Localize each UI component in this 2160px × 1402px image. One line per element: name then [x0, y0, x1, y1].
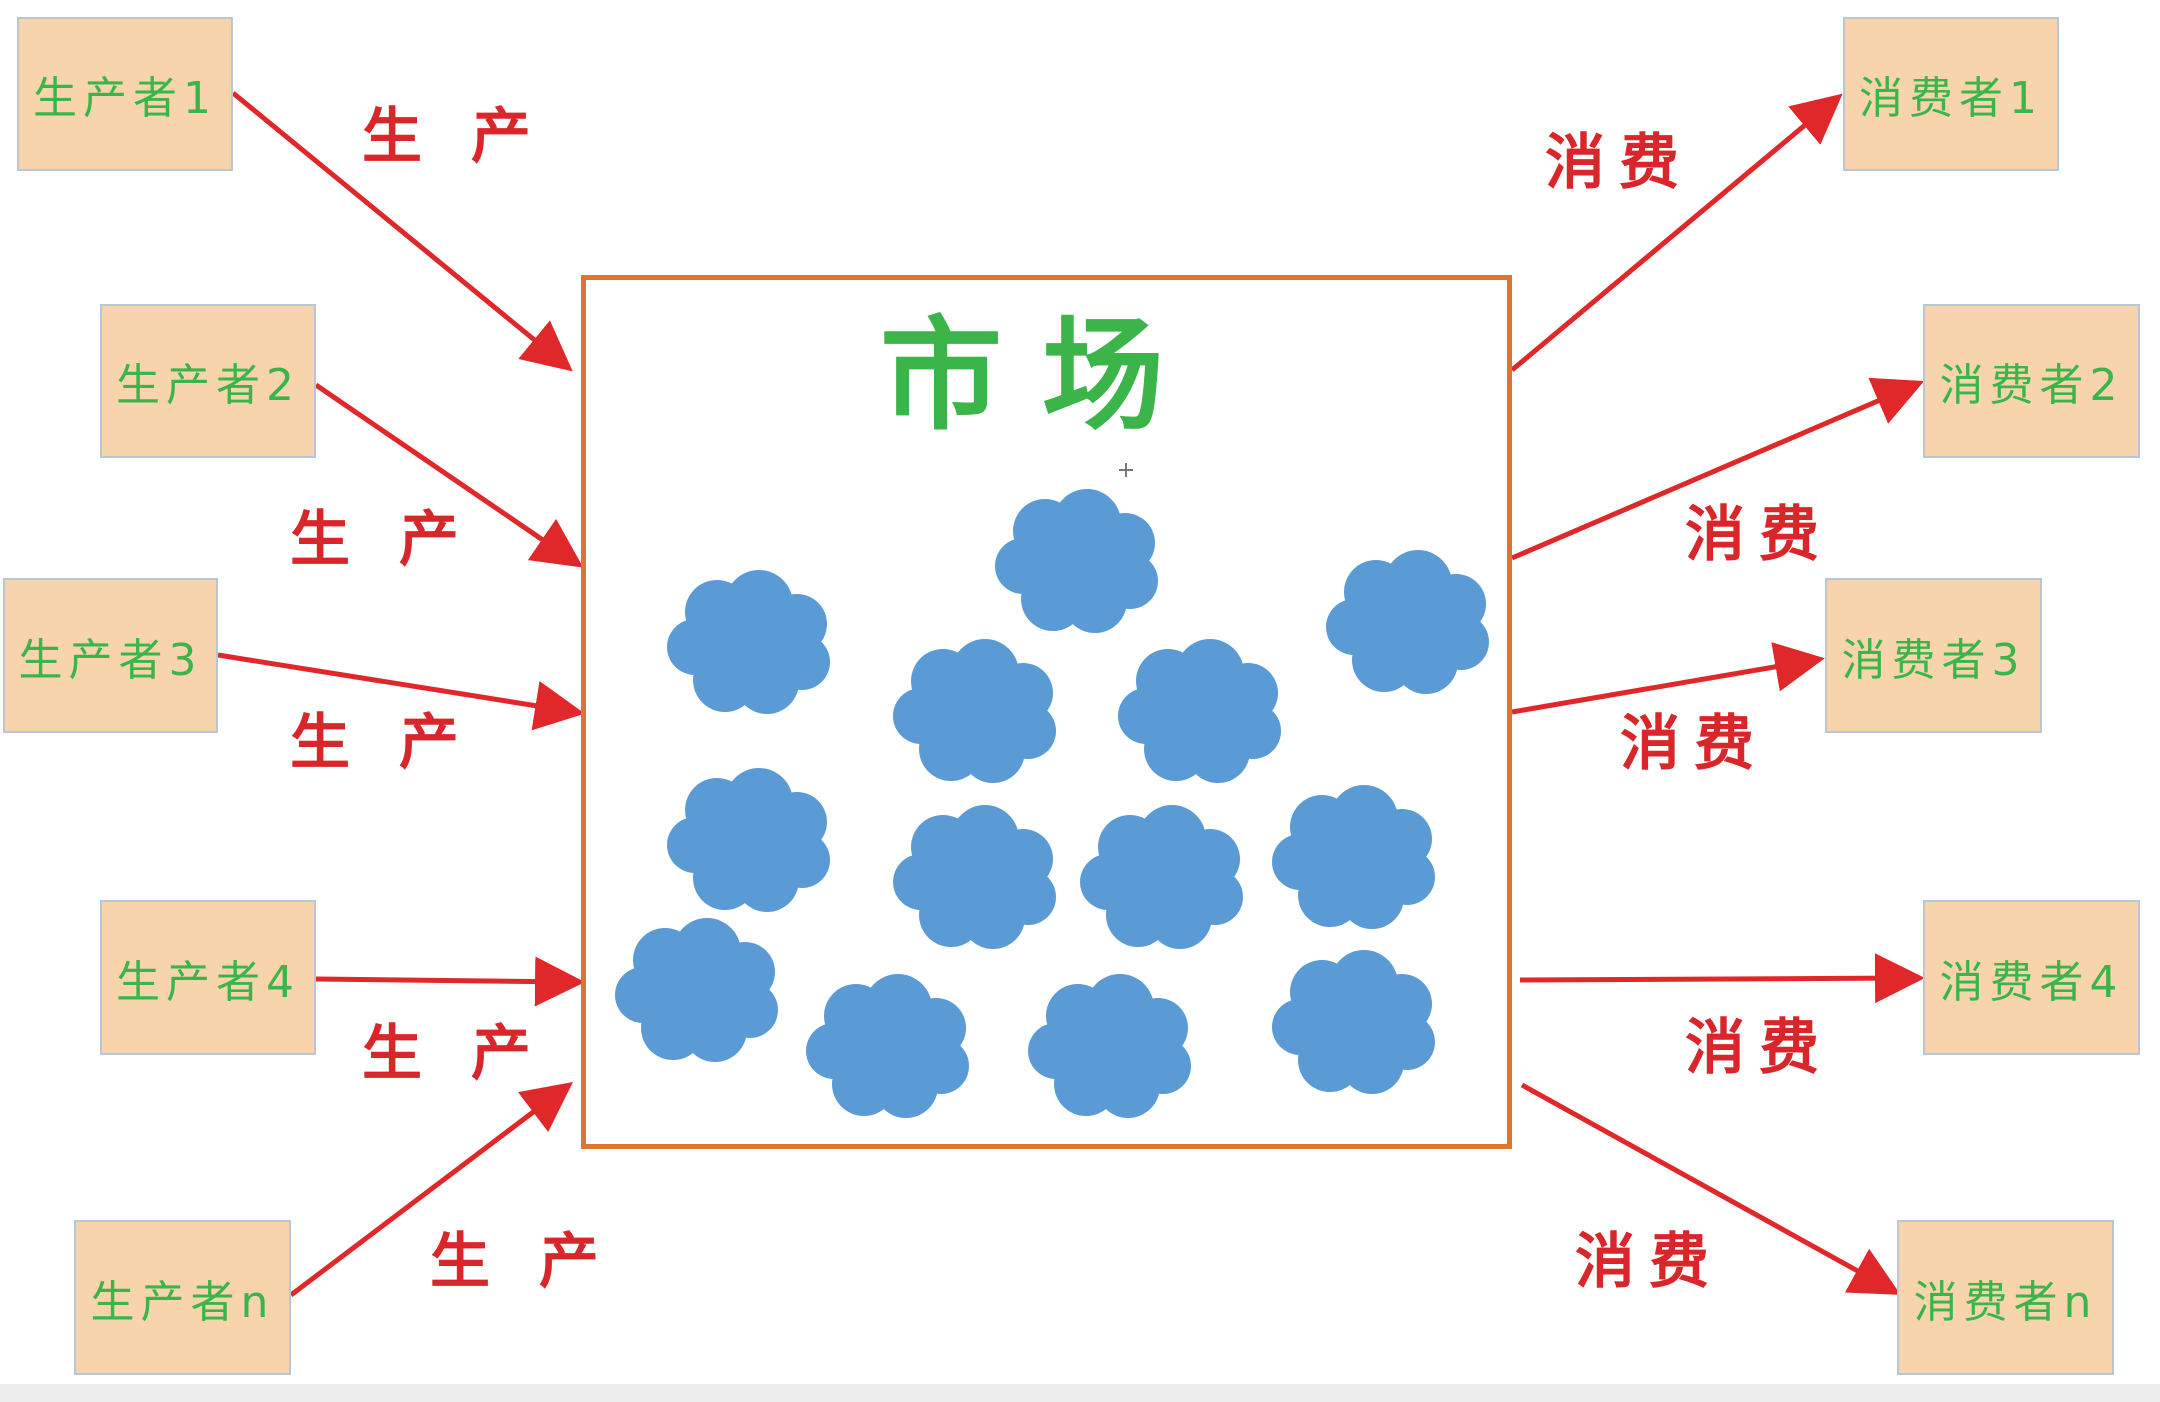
- cursor-crosshair-icon: [1119, 463, 1133, 477]
- arrow-producer-1: [231, 91, 573, 372]
- consumer-1-box: 消费者1: [1843, 17, 2059, 171]
- goods-cloud: [806, 974, 969, 1118]
- goods-cloud: [995, 489, 1158, 633]
- arrow-consumer-1: [1510, 93, 1843, 372]
- arrow-producer-n: [289, 1081, 573, 1297]
- consumer-1-label: 消费者1: [1859, 73, 2043, 124]
- goods-cloud: [615, 918, 778, 1062]
- goods-cloud: [1272, 950, 1435, 1094]
- consumer-2-box: 消费者2: [1923, 304, 2140, 458]
- arrow-consumer-3: [1511, 642, 1825, 715]
- arrow-producer-4: [315, 956, 585, 1007]
- consume-label-2: 消费: [1685, 500, 1833, 570]
- producer-1-box: 生产者1: [17, 17, 233, 171]
- produce-label-3: 生 产: [290, 708, 473, 778]
- consume-label-n: 消费: [1575, 1227, 1723, 1297]
- goods-cloud: [1326, 550, 1489, 694]
- arrow-consumer-n: [1520, 1082, 1901, 1295]
- consumer-4-label: 消费者4: [1939, 956, 2124, 1008]
- producer-2-label: 生产者2: [116, 360, 300, 411]
- goods-cloud: [667, 768, 830, 912]
- producer-n-label: 生产者n: [90, 1276, 275, 1328]
- arrow-consumer-4: [1519, 953, 1925, 1004]
- goods-cloud: [1028, 974, 1191, 1118]
- consume-label-4: 消费: [1685, 1013, 1833, 1083]
- producer-4-box: 生产者4: [100, 900, 316, 1055]
- arrow-consumer-2: [1511, 377, 1925, 561]
- producer-3-label: 生产者3: [18, 634, 203, 686]
- goods-cloud: [1272, 785, 1435, 929]
- market-title: 市场: [880, 305, 1204, 447]
- produce-label-1: 生 产: [362, 102, 545, 172]
- consumer-3-label: 消费者3: [1841, 634, 2026, 686]
- consumer-4-box: 消费者4: [1923, 900, 2140, 1055]
- goods-cloud: [667, 570, 830, 714]
- consume-label-1: 消费: [1545, 128, 1693, 198]
- consumer-3-box: 消费者3: [1825, 578, 2042, 733]
- consumer-2-label: 消费者2: [1939, 360, 2124, 411]
- producer-n-box: 生产者n: [74, 1220, 291, 1375]
- producer-1-label: 生产者1: [33, 73, 217, 124]
- producer-2-box: 生产者2: [100, 304, 316, 458]
- produce-label-4: 生 产: [362, 1019, 545, 1089]
- consume-label-3: 消费: [1620, 709, 1768, 779]
- bottom-strip: [0, 1384, 2160, 1402]
- consumer-n-box: 消费者n: [1897, 1220, 2114, 1375]
- arrow-producer-2: [314, 382, 584, 568]
- goods-cloud: [893, 639, 1056, 783]
- produce-label-2: 生 产: [290, 505, 473, 575]
- consumer-n-label: 消费者n: [1913, 1276, 2098, 1328]
- producer-3-box: 生产者3: [3, 578, 218, 733]
- producer-4-label: 生产者4: [116, 956, 300, 1008]
- goods-cloud: [1080, 805, 1243, 949]
- goods-cloud: [1118, 639, 1281, 783]
- produce-label-n: 生 产: [430, 1227, 613, 1297]
- goods-cloud: [893, 805, 1056, 949]
- arrow-producer-3: [217, 652, 585, 731]
